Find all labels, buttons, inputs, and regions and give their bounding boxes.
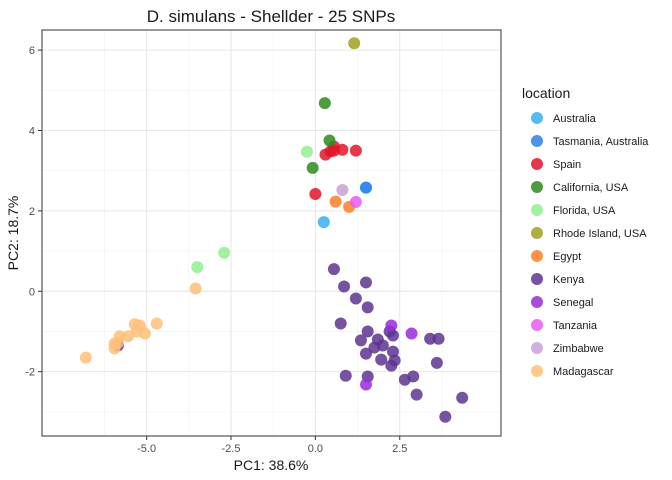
legend-key-senegal: [531, 296, 543, 308]
legend-label-zimbabwe: Zimbabwe: [553, 343, 604, 355]
point-kenya: [361, 301, 374, 314]
point-kenya: [334, 317, 347, 330]
legend-key-kenya: [531, 273, 543, 285]
y-tick-label: 0: [29, 286, 35, 298]
point-kenya: [410, 388, 423, 401]
point-california-usa: [318, 97, 331, 110]
point-rhode-island-usa: [348, 37, 361, 50]
point-tasmania-australia: [360, 181, 372, 194]
legend-label-tanzania: Tanzania: [553, 320, 598, 332]
point-madagascar: [111, 336, 124, 349]
legend-key-australia: [531, 112, 543, 124]
legend: location Australia Tasmania, Australia Spa…: [522, 85, 649, 378]
x-tick-label: 0.0: [308, 443, 323, 455]
y-tick-label: 2: [29, 206, 35, 218]
y-tick-label: 6: [29, 45, 35, 57]
plot-panel-border: [41, 29, 502, 437]
y-axis-title: PC2: 18.7%: [5, 196, 21, 271]
legend-label-rhode-island-usa: Rhode Island, USA: [553, 228, 647, 240]
point-florida-usa: [218, 246, 231, 259]
point-madagascar: [79, 351, 92, 364]
point-california-usa: [306, 161, 319, 174]
point-kenya: [432, 332, 445, 345]
y-tick-label: 4: [29, 125, 35, 137]
legend-key-spain: [531, 158, 543, 170]
legend-label-egypt: Egypt: [553, 251, 581, 263]
point-florida-usa: [191, 261, 204, 274]
y-axis-ticks: -2 0 2 4 6: [25, 45, 42, 379]
point-kenya: [361, 325, 374, 338]
point-madagascar: [122, 330, 135, 343]
x-tick-label: 2.5: [392, 443, 407, 455]
legend-label-madagascar: Madagascar: [553, 366, 614, 378]
point-kenya: [375, 353, 388, 366]
point-senegal: [405, 327, 418, 340]
legend-label-australia: Australia: [553, 113, 597, 125]
x-axis-title: PC1: 38.6%: [234, 457, 309, 473]
legend-key-california-usa: [531, 181, 543, 193]
point-kenya: [376, 339, 389, 352]
x-tick-label: -5.0: [137, 443, 156, 455]
legend-label-spain: Spain: [553, 159, 581, 171]
legend-items: Australia Tasmania, Australia Spain Califor…: [531, 112, 649, 378]
legend-label-florida-usa: Florida, USA: [553, 205, 616, 217]
point-senegal: [360, 378, 372, 391]
point-kenya: [354, 334, 367, 347]
major-gridlines: [42, 30, 501, 436]
legend-key-tasmania-australia: [531, 135, 543, 147]
legend-label-tasmania-australia: Tasmania, Australia: [553, 136, 649, 148]
legend-key-florida-usa: [531, 204, 543, 216]
point-kenya: [430, 356, 443, 369]
point-kenya: [339, 369, 352, 382]
point-spain: [336, 143, 349, 156]
legend-key-tanzania: [531, 319, 543, 331]
point-egypt: [329, 195, 342, 208]
data-points: [79, 37, 469, 423]
point-kenya: [360, 276, 372, 289]
point-australia: [317, 216, 330, 229]
point-california-usa: [323, 134, 336, 147]
y-tick-label: -2: [25, 367, 35, 379]
point-spain: [309, 188, 322, 201]
x-axis-ticks: -5.0 -2.5 0.0 2.5: [137, 436, 407, 455]
legend-label-kenya: Kenya: [553, 274, 585, 286]
point-madagascar: [150, 317, 163, 330]
point-kenya: [407, 370, 420, 383]
legend-label-senegal: Senegal: [553, 297, 593, 309]
point-kenya: [349, 292, 362, 305]
point-zimbabwe: [336, 183, 349, 196]
point-kenya: [456, 391, 469, 404]
point-kenya: [439, 410, 452, 423]
chart-title: D. simulans - Shellder - 25 SNPs: [147, 7, 395, 26]
x-tick-label: -2.5: [222, 443, 241, 455]
legend-label-california-usa: California, USA: [553, 182, 629, 194]
point-kenya: [388, 354, 401, 367]
point-kenya: [360, 347, 372, 360]
legend-key-zimbabwe: [531, 342, 543, 354]
point-spain: [349, 144, 362, 157]
legend-title: location: [522, 85, 570, 101]
point-kenya: [338, 280, 351, 293]
point-madagascar: [189, 282, 202, 295]
point-senegal: [385, 319, 398, 332]
point-kenya: [424, 332, 437, 345]
point-tanzania: [349, 196, 362, 209]
legend-key-madagascar: [531, 365, 543, 377]
point-kenya: [387, 329, 399, 342]
legend-key-rhode-island-usa: [531, 227, 543, 239]
point-florida-usa: [300, 145, 313, 158]
point-kenya: [327, 263, 340, 276]
plot-panel: [42, 30, 501, 436]
legend-key-egypt: [531, 250, 543, 262]
